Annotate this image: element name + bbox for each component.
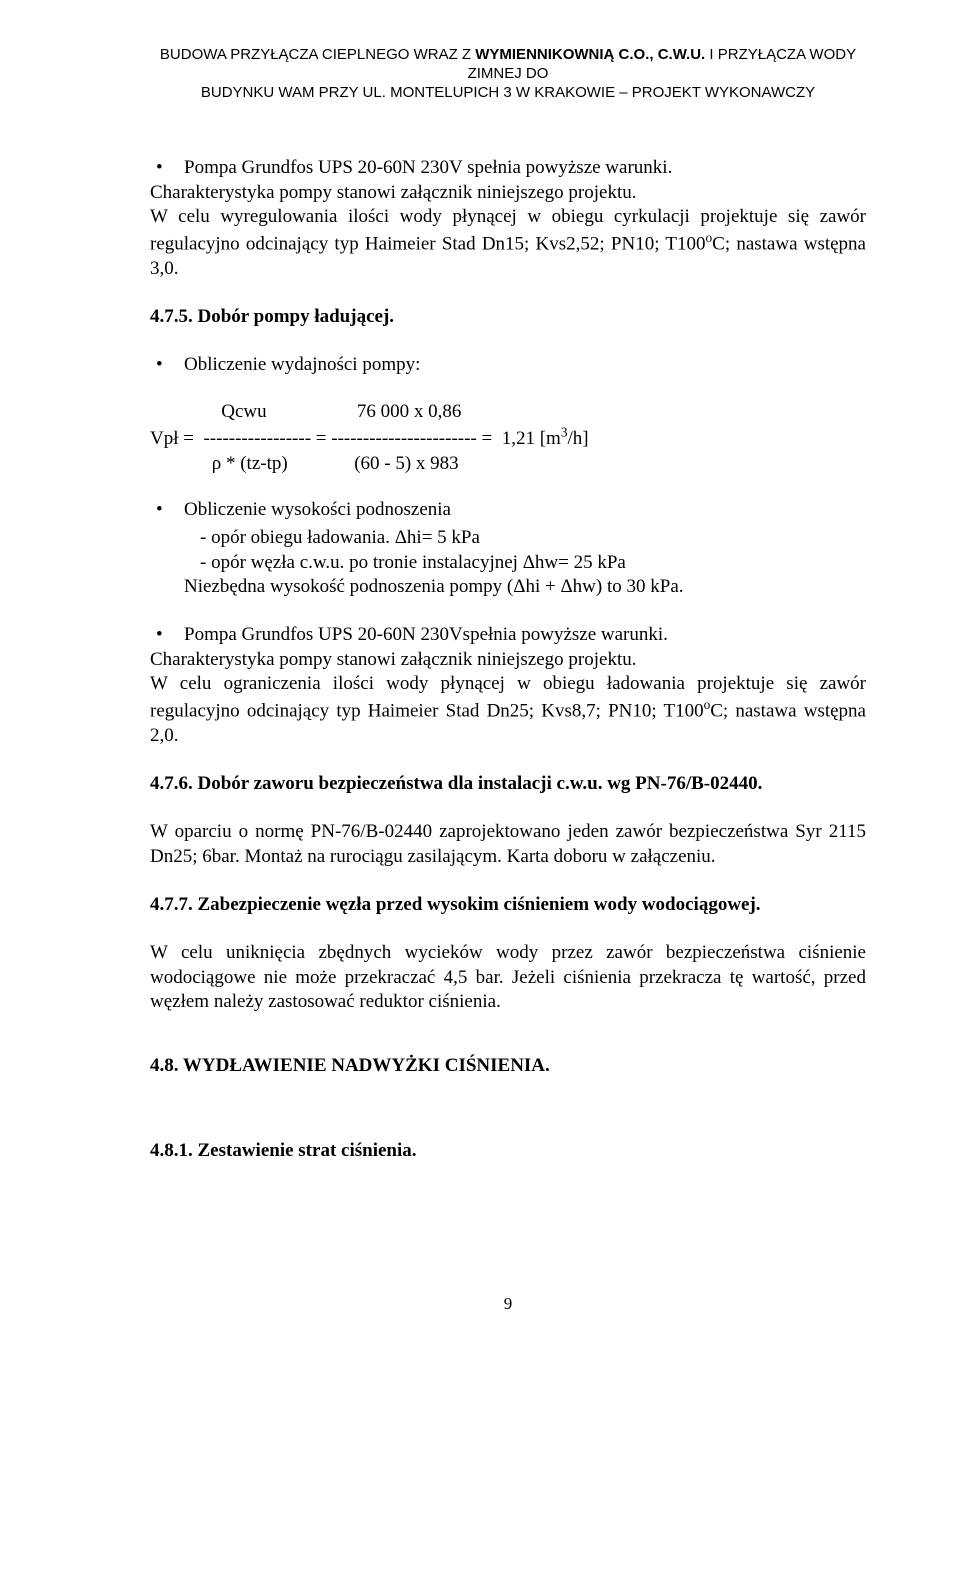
- bullet-text: Obliczenie wysokości podnoszenia: [184, 498, 451, 522]
- sub-line: - opór obiegu ładowania. Δhi= 5 kPa: [150, 526, 866, 550]
- paragraph: W celu ograniczenia ilości wody płynącej…: [150, 672, 866, 748]
- paragraph: W celu wyregulowania ilości wody płynące…: [150, 205, 866, 281]
- bullet-item: • Obliczenie wydajności pompy:: [150, 353, 866, 377]
- bullet-text: Obliczenie wydajności pompy:: [184, 353, 420, 377]
- bullet-icon: •: [150, 156, 184, 180]
- bullet-item: • Pompa Grundfos UPS 20-60N 230V spełnia…: [150, 156, 866, 180]
- page-header: BUDOWA PRZYŁĄCZA CIEPLNEGO WRAZ Z WYMIEN…: [150, 46, 866, 102]
- bullet-text: Pompa Grundfos UPS 20-60N 230V spełnia p…: [184, 156, 672, 180]
- formula-block: Qcwu 76 000 x 0,86 Vpł = ---------------…: [150, 400, 866, 476]
- section-heading: 4.7.5. Dobór pompy ładującej.: [150, 305, 866, 329]
- header-line-1: BUDOWA PRZYŁĄCZA CIEPLNEGO WRAZ Z WYMIEN…: [150, 46, 866, 84]
- formula-line: ρ * (tz-tp) (60 - 5) x 983: [150, 453, 459, 474]
- section-heading: 4.7.6. Dobór zaworu bezpieczeństwa dla i…: [150, 772, 866, 796]
- header-line-2: BUDYNKU WAM PRZY UL. MONTELUPICH 3 W KRA…: [150, 84, 866, 103]
- paragraph: Charakterystyka pompy stanowi załącznik …: [150, 181, 866, 205]
- header-bold: WYMIENNIKOWNIĄ C.O., C.W.U.: [475, 46, 705, 63]
- header-text: BUDOWA PRZYŁĄCZA CIEPLNEGO WRAZ Z: [160, 46, 475, 63]
- paragraph: W oparciu o normę PN-76/B-02440 zaprojek…: [150, 820, 866, 869]
- paragraph: Charakterystyka pompy stanowi załącznik …: [150, 648, 866, 672]
- sub-line: Niezbędna wysokość podnoszenia pompy (Δh…: [150, 575, 866, 599]
- bullet-icon: •: [150, 498, 184, 522]
- bullet-icon: •: [150, 623, 184, 647]
- text: /h]: [568, 428, 589, 449]
- header-text: MONTELUPICH 3 W KRAKOWIE – PROJEKT WYKON…: [390, 84, 815, 101]
- formula-line: Vpł = ----------------- = --------------…: [150, 428, 589, 449]
- page-number: 9: [150, 1293, 866, 1315]
- section-heading: 4.8.1. Zestawienie strat ciśnienia.: [150, 1139, 866, 1163]
- bullet-icon: •: [150, 353, 184, 377]
- bullet-item: • Pompa Grundfos UPS 20-60N 230Vspełnia …: [150, 623, 866, 647]
- formula-line: Qcwu 76 000 x 0,86: [150, 401, 461, 422]
- header-text: BUDYNKU WAM PRZY UL.: [201, 84, 390, 101]
- section-heading: 4.7.7. Zabezpieczenie węzła przed wysoki…: [150, 893, 866, 917]
- text: Vpł = ----------------- = --------------…: [150, 428, 561, 449]
- paragraph: W celu uniknięcia zbędnych wycieków wody…: [150, 941, 866, 1014]
- bullet-item: • Obliczenie wysokości podnoszenia: [150, 498, 866, 522]
- sub-line: - opór węzła c.w.u. po tronie instalacyj…: [150, 551, 866, 575]
- superscript: 3: [561, 425, 568, 440]
- document-page: BUDOWA PRZYŁĄCZA CIEPLNEGO WRAZ Z WYMIEN…: [0, 0, 960, 1355]
- bullet-text: Pompa Grundfos UPS 20-60N 230Vspełnia po…: [184, 623, 668, 647]
- section-heading: 4.8. WYDŁAWIENIE NADWYŻKI CIŚNIENIA.: [150, 1054, 866, 1078]
